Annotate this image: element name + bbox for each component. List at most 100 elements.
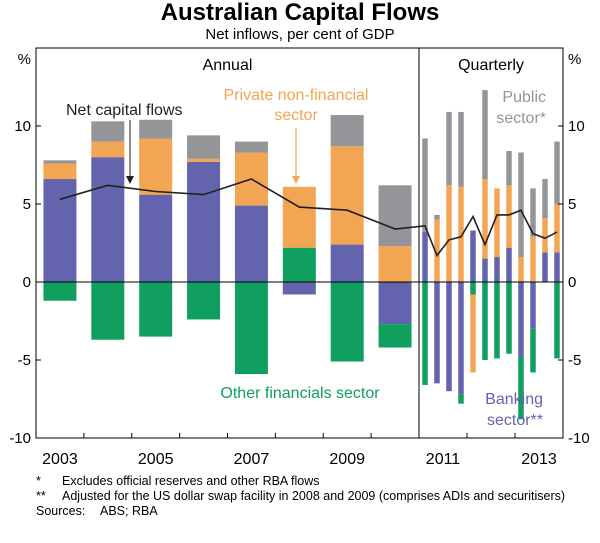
arrow-private-head <box>292 176 300 184</box>
chart-title: Australian Capital Flows <box>160 0 440 26</box>
quarterly-bar-9-series-2 <box>518 356 524 420</box>
text-layer: 10 10 5 5 0 0 -5 -5 -10 -10% % 2003 2005 2007 2009 2011… <box>9 51 589 468</box>
quarterly-bar-4-series-1 <box>458 282 464 395</box>
quarterly-bar-6-series-1 <box>482 258 488 282</box>
annual-bar-8-series-1 <box>378 282 412 325</box>
annotation-other-financials: Other financials sector <box>220 385 380 402</box>
x-tick-label-2007: 2007 <box>234 451 270 468</box>
footnote-2-text: Adjusted for the US dollar swap facility… <box>62 489 566 503</box>
annual-bar-6-series-2 <box>282 247 316 282</box>
x-tick-label-2005: 2005 <box>138 451 174 468</box>
y-tick-label-right-1: 10 <box>568 118 585 135</box>
quarterly-bar-8-series-2 <box>506 282 512 354</box>
arrow-net-capital-flows-head <box>126 176 134 184</box>
quarterly-bar-5-series-2 <box>470 282 476 295</box>
annual-bar-8-series-4 <box>378 185 412 247</box>
annual-bar-5-series-4 <box>234 141 268 153</box>
plot-frame <box>35 47 564 439</box>
annual-bar-1-series-1 <box>43 179 77 282</box>
annual-bar-4-series-4 <box>187 135 221 159</box>
quarterly-bar-1-series-1 <box>422 232 428 282</box>
quarterly-bar-12-series-4 <box>554 141 560 204</box>
quarterly-bar-8-series-4 <box>506 150 512 186</box>
quarterly-bar-8-series-3 <box>506 185 512 248</box>
annual-bar-3-series-2 <box>139 282 173 337</box>
y-tick-label-right-4: -5 <box>568 352 581 369</box>
annotation-net-capital-flows: Net capital flows <box>66 102 183 119</box>
annotation-banking-line-1: Banking <box>485 391 543 408</box>
footnote-2: ** Adjusted for the US dollar swap facil… <box>36 489 596 504</box>
y-tick-label-left-1: 10 <box>14 118 31 135</box>
quarterly-bar-3-series-3 <box>446 185 452 282</box>
chart-svg: 10 10 5 5 0 0 -5 -5 -10 -10% % 2003 2005 2007 2009 2011… <box>9 47 590 468</box>
quarterly-bar-9-series-3 <box>518 257 524 282</box>
annual-bar-8-series-2 <box>378 324 412 348</box>
quarterly-bar-1-series-4 <box>422 138 428 233</box>
sources-text: ABS; RBA <box>100 504 158 518</box>
annotation-private-line-1: Private non-financial <box>224 87 369 104</box>
annual-bar-7-series-1 <box>330 244 364 282</box>
quarterly-bar-12-series-2 <box>554 282 560 359</box>
quarterly-bar-9-series-1 <box>518 282 524 357</box>
annotation-public-line-2: sector* <box>496 110 546 127</box>
quarterly-bar-6-series-4 <box>482 90 488 180</box>
x-tick-label-2003: 2003 <box>42 451 78 468</box>
quarterly-bar-10-series-3 <box>530 236 536 282</box>
footnote-2-symbol: ** <box>36 489 46 503</box>
quarterly-bar-6-series-3 <box>482 179 488 259</box>
y-tick-label-right-5: -10 <box>568 430 590 447</box>
chart-subtitle: Net inflows, per cent of GDP <box>205 26 395 43</box>
y-tick-label-right-3: 0 <box>568 274 576 291</box>
quarterly-bar-3-series-1 <box>446 282 452 392</box>
quarterly-bar-4-series-4 <box>458 111 464 187</box>
quarterly-bar-10-series-2 <box>530 328 536 373</box>
x-tick-label-2011: 2011 <box>426 451 461 468</box>
quarterly-bar-8-series-1 <box>506 247 512 282</box>
plot-border <box>35 47 564 439</box>
quarterly-bar-7-series-2 <box>494 282 500 359</box>
annual-bar-2-series-4 <box>91 121 125 142</box>
x-tick-label-2013: 2013 <box>521 451 557 468</box>
annual-bar-3-series-4 <box>139 119 173 139</box>
y-unit-right: % <box>568 51 581 68</box>
quarterly-bar-9-series-4 <box>518 152 524 258</box>
footnote-1: * Excludes official reserves and other R… <box>36 474 596 489</box>
annotation-public-line-1: Public <box>502 89 546 106</box>
panel-label-quarterly: Quarterly <box>458 57 524 74</box>
quarterly-bar-11-series-4 <box>542 179 548 219</box>
quarterly-bar-4-series-2 <box>458 394 464 404</box>
quarterly-bar-4-series-3 <box>458 186 464 282</box>
annual-bar-1-series-4 <box>43 160 77 164</box>
footnotes: * Excludes official reserves and other R… <box>36 474 596 519</box>
annual-bar-4-series-1 <box>187 161 221 282</box>
quarterly-bar-6-series-2 <box>482 282 488 360</box>
annual-bar-7-series-3 <box>330 146 364 245</box>
annual-bar-8-series-3 <box>378 246 412 282</box>
quarterly-bar-12-series-1 <box>554 252 560 282</box>
y-tick-label-left-4: -5 <box>18 352 31 369</box>
panel-label-annual: Annual <box>203 57 253 74</box>
annual-bar-6-series-3 <box>282 186 316 248</box>
annual-bar-5-series-1 <box>234 205 268 282</box>
annual-bar-2-series-3 <box>91 141 125 158</box>
y-tick-label-left-2: 5 <box>23 196 31 213</box>
y-tick-label-left-5: -10 <box>9 430 31 447</box>
annual-bar-2-series-2 <box>91 282 125 340</box>
annual-bar-1-series-3 <box>43 163 77 180</box>
quarterly-bar-10-series-4 <box>530 188 536 237</box>
annual-bar-6-series-1 <box>282 282 316 295</box>
quarterly-bar-2-series-3 <box>434 219 440 282</box>
quarterly-bar-1-series-2 <box>422 282 428 385</box>
footnote-1-text: Excludes official reserves and other RBA… <box>62 474 320 488</box>
annual-bar-3-series-1 <box>139 194 173 282</box>
annotation-banking-line-2: sector** <box>487 412 543 429</box>
quarterly-bar-7-series-1 <box>494 257 500 282</box>
quarterly-bar-12-series-3 <box>554 204 560 253</box>
quarterly-bar-3-series-4 <box>446 111 452 186</box>
annual-bar-7-series-2 <box>330 282 364 362</box>
annual-bar-4-series-2 <box>187 282 221 320</box>
quarterly-bar-5-series-1 <box>470 230 476 282</box>
footnote-1-symbol: * <box>36 474 41 488</box>
annual-bar-1-series-2 <box>43 282 77 301</box>
y-tick-label-left-3: 0 <box>23 274 31 291</box>
